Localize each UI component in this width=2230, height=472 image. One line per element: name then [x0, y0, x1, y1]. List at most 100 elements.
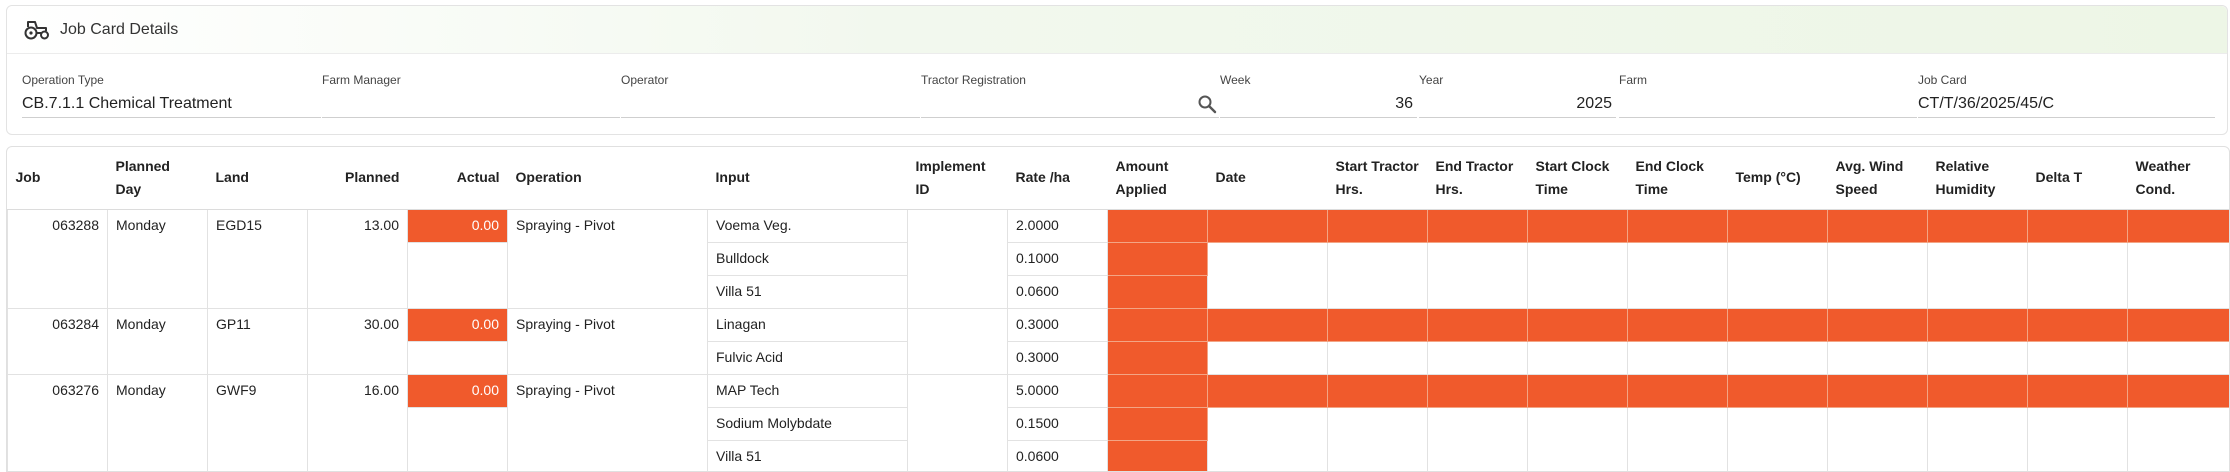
empty-cell	[1527, 340, 1628, 375]
col-land[interactable]: Land	[207, 147, 308, 210]
year-field[interactable]: Year 2025	[1419, 72, 1616, 118]
date-input[interactable]	[1207, 208, 1328, 243]
amount-applied-input[interactable]	[1107, 274, 1208, 309]
delta-t-input[interactable]	[2027, 307, 2128, 342]
job-card-field[interactable]: Job Card CT/T/36/2025/45/C	[1918, 72, 2215, 118]
end-clock-time-input[interactable]	[1627, 307, 1728, 342]
actual-input[interactable]: 0.00	[407, 307, 508, 342]
col-avg-wind-speed[interactable]: Avg. Wind Speed	[1827, 147, 1928, 210]
empty-cell	[1727, 241, 1828, 309]
land: EGD15	[207, 208, 308, 309]
search-icon[interactable]	[1197, 94, 1217, 114]
end-tractor-hrs-input[interactable]	[1427, 208, 1528, 243]
relative-humidity-input[interactable]	[1927, 307, 2028, 342]
col-end-tractor-hrs[interactable]: End Tractor Hrs.	[1427, 147, 1528, 210]
land: GWF9	[207, 373, 308, 471]
col-planned-day[interactable]: Planned Day	[107, 147, 208, 210]
start-clock-time-input[interactable]	[1527, 208, 1628, 243]
amount-applied-input[interactable]	[1107, 307, 1208, 342]
input-name: Bulldock	[707, 241, 908, 276]
avg-wind-speed-input[interactable]	[1827, 373, 1928, 408]
weather-cond-input[interactable]	[2127, 208, 2229, 243]
temp-input[interactable]	[1727, 208, 1828, 243]
amount-applied-input[interactable]	[1107, 439, 1208, 471]
amount-applied-input[interactable]	[1107, 373, 1208, 408]
implement-id-input[interactable]	[907, 307, 1008, 375]
col-implement-id[interactable]: Implement ID	[907, 147, 1008, 210]
avg-wind-speed-input[interactable]	[1827, 208, 1928, 243]
job-card-value[interactable]: CT/T/36/2025/45/C	[1918, 92, 2215, 118]
empty-cell	[1207, 406, 1328, 471]
weather-cond-input[interactable]	[2127, 307, 2229, 342]
implement-id-input[interactable]	[907, 208, 1008, 309]
actual-input[interactable]: 0.00	[407, 373, 508, 408]
implement-id-input[interactable]	[907, 373, 1008, 471]
date-input[interactable]	[1207, 373, 1328, 408]
week-label: Week	[1220, 73, 1251, 87]
actual-input[interactable]: 0.00	[407, 208, 508, 243]
empty-cell	[1827, 406, 1928, 471]
col-end-clock-time[interactable]: End Clock Time	[1627, 147, 1728, 210]
empty-cell	[1627, 241, 1728, 309]
avg-wind-speed-input[interactable]	[1827, 307, 1928, 342]
amount-applied-input[interactable]	[1107, 208, 1208, 243]
operation: Spraying - Pivot	[507, 373, 708, 471]
tractor-registration-field[interactable]: Tractor Registration	[921, 72, 1219, 118]
panel-header: Job Card Details	[7, 6, 2227, 54]
job-number: 063284	[7, 307, 108, 375]
col-job[interactable]: Job	[7, 147, 108, 210]
amount-applied-input[interactable]	[1107, 406, 1208, 441]
end-clock-time-input[interactable]	[1627, 208, 1728, 243]
relative-humidity-input[interactable]	[1927, 373, 2028, 408]
delta-t-input[interactable]	[2027, 208, 2128, 243]
col-operation[interactable]: Operation	[507, 147, 708, 210]
col-start-clock-time[interactable]: Start Clock Time	[1527, 147, 1628, 210]
amount-applied-input[interactable]	[1107, 241, 1208, 276]
actual-empty	[407, 406, 508, 471]
date-input[interactable]	[1207, 307, 1328, 342]
delta-t-input[interactable]	[2027, 373, 2128, 408]
col-rate[interactable]: Rate /ha	[1007, 147, 1108, 210]
col-relative-humidity[interactable]: Relative Humidity	[1927, 147, 2028, 210]
start-tractor-hrs-input[interactable]	[1327, 373, 1428, 408]
start-tractor-hrs-input[interactable]	[1327, 208, 1428, 243]
start-clock-time-input[interactable]	[1527, 307, 1628, 342]
col-temp[interactable]: Temp (°C)	[1727, 147, 1828, 210]
col-date[interactable]: Date	[1207, 147, 1328, 210]
operation-type-value[interactable]: CB.7.1.1 Chemical Treatment	[22, 92, 321, 118]
temp-input[interactable]	[1727, 373, 1828, 408]
start-tractor-hrs-input[interactable]	[1327, 307, 1428, 342]
week-field[interactable]: Week 36	[1220, 72, 1417, 118]
land: GP11	[207, 307, 308, 375]
col-actual[interactable]: Actual	[407, 147, 508, 210]
farm-value[interactable]	[1619, 92, 1917, 118]
operator-field[interactable]: Operator	[621, 72, 920, 118]
year-value[interactable]: 2025	[1419, 92, 1616, 118]
tractor-registration-value[interactable]	[921, 92, 1219, 118]
jobs-grid: Job Planned Day Land Planned Actual Oper…	[7, 147, 2229, 471]
col-amount-applied[interactable]: Amount Applied	[1107, 147, 1208, 210]
input-name: Sodium Molybdate	[707, 406, 908, 441]
end-tractor-hrs-input[interactable]	[1427, 307, 1528, 342]
col-delta-t[interactable]: Delta T	[2027, 147, 2128, 210]
farm-manager-value[interactable]	[322, 92, 620, 118]
col-weather-cond[interactable]: Weather Cond.	[2127, 147, 2229, 210]
planned-day: Monday	[107, 208, 208, 309]
temp-input[interactable]	[1727, 307, 1828, 342]
farm-manager-field[interactable]: Farm Manager	[322, 72, 620, 118]
amount-applied-input[interactable]	[1107, 340, 1208, 375]
empty-cell	[1827, 241, 1928, 309]
end-clock-time-input[interactable]	[1627, 373, 1728, 408]
start-clock-time-input[interactable]	[1527, 373, 1628, 408]
operator-value[interactable]	[621, 92, 920, 118]
relative-humidity-input[interactable]	[1927, 208, 2028, 243]
operation-type-field[interactable]: Operation Type CB.7.1.1 Chemical Treatme…	[22, 72, 321, 118]
empty-cell	[1727, 406, 1828, 471]
farm-field[interactable]: Farm	[1619, 72, 1917, 118]
col-input[interactable]: Input	[707, 147, 908, 210]
col-planned[interactable]: Planned	[307, 147, 408, 210]
end-tractor-hrs-input[interactable]	[1427, 373, 1528, 408]
week-value[interactable]: 36	[1220, 92, 1417, 118]
weather-cond-input[interactable]	[2127, 373, 2229, 408]
col-start-tractor-hrs[interactable]: Start Tractor Hrs.	[1327, 147, 1428, 210]
